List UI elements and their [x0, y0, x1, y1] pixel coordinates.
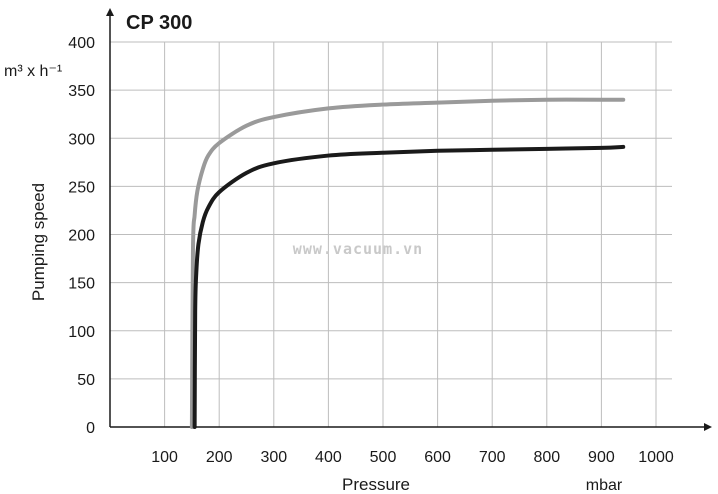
y-unit-label: m³ x h⁻¹	[4, 63, 62, 80]
x-unit-label: mbar	[586, 477, 623, 494]
y-tick-label-50: 50	[77, 372, 95, 389]
x-tick-labels: 100 200 300 400 500 600 700 800 900 1000	[151, 449, 674, 466]
watermark: www.vacuum.vn	[293, 240, 423, 258]
x-tick-label-800: 800	[533, 449, 560, 466]
y-tick-label-250: 250	[68, 179, 95, 196]
x-tick-label-100: 100	[151, 449, 178, 466]
x-tick-label-1000: 1000	[638, 449, 674, 466]
y-tick-label-300: 300	[68, 131, 95, 148]
y-tick-label-100: 100	[68, 324, 95, 341]
x-tick-label-900: 900	[588, 449, 615, 466]
x-axis-arrow	[704, 423, 712, 431]
y-axis-arrow	[106, 8, 114, 16]
y-tick-label-400: 400	[68, 35, 95, 52]
chart-title: CP 300	[126, 12, 192, 34]
axes	[106, 8, 712, 431]
y-tick-label-200: 200	[68, 228, 95, 245]
x-tick-label-600: 600	[424, 449, 451, 466]
series-group	[189, 97, 626, 429]
x-tick-label-500: 500	[370, 449, 397, 466]
series-line-1	[189, 97, 626, 429]
x-axis-label: Pressure	[342, 475, 410, 494]
y-axis-label: Pumping speed	[29, 183, 48, 301]
y-tick-label-150: 150	[68, 276, 95, 293]
y-tick-label-350: 350	[68, 83, 95, 100]
y-tick-labels: 0 50 100 150 200 250 300 350 400	[68, 35, 95, 437]
y-tick-label-0: 0	[86, 420, 95, 437]
grid-lines	[110, 41, 672, 427]
x-tick-label-200: 200	[206, 449, 233, 466]
x-tick-label-400: 400	[315, 449, 342, 466]
x-tick-label-300: 300	[260, 449, 287, 466]
x-tick-label-700: 700	[479, 449, 506, 466]
series-line-2	[192, 144, 626, 429]
